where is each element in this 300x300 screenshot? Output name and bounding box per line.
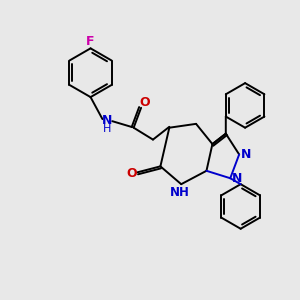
Text: O: O xyxy=(139,96,150,109)
Text: N: N xyxy=(241,148,251,161)
Text: NH: NH xyxy=(170,186,190,199)
Text: N: N xyxy=(232,172,242,185)
Text: N: N xyxy=(102,114,112,127)
Text: H: H xyxy=(103,124,111,134)
Text: F: F xyxy=(86,35,95,48)
Text: O: O xyxy=(126,167,137,180)
